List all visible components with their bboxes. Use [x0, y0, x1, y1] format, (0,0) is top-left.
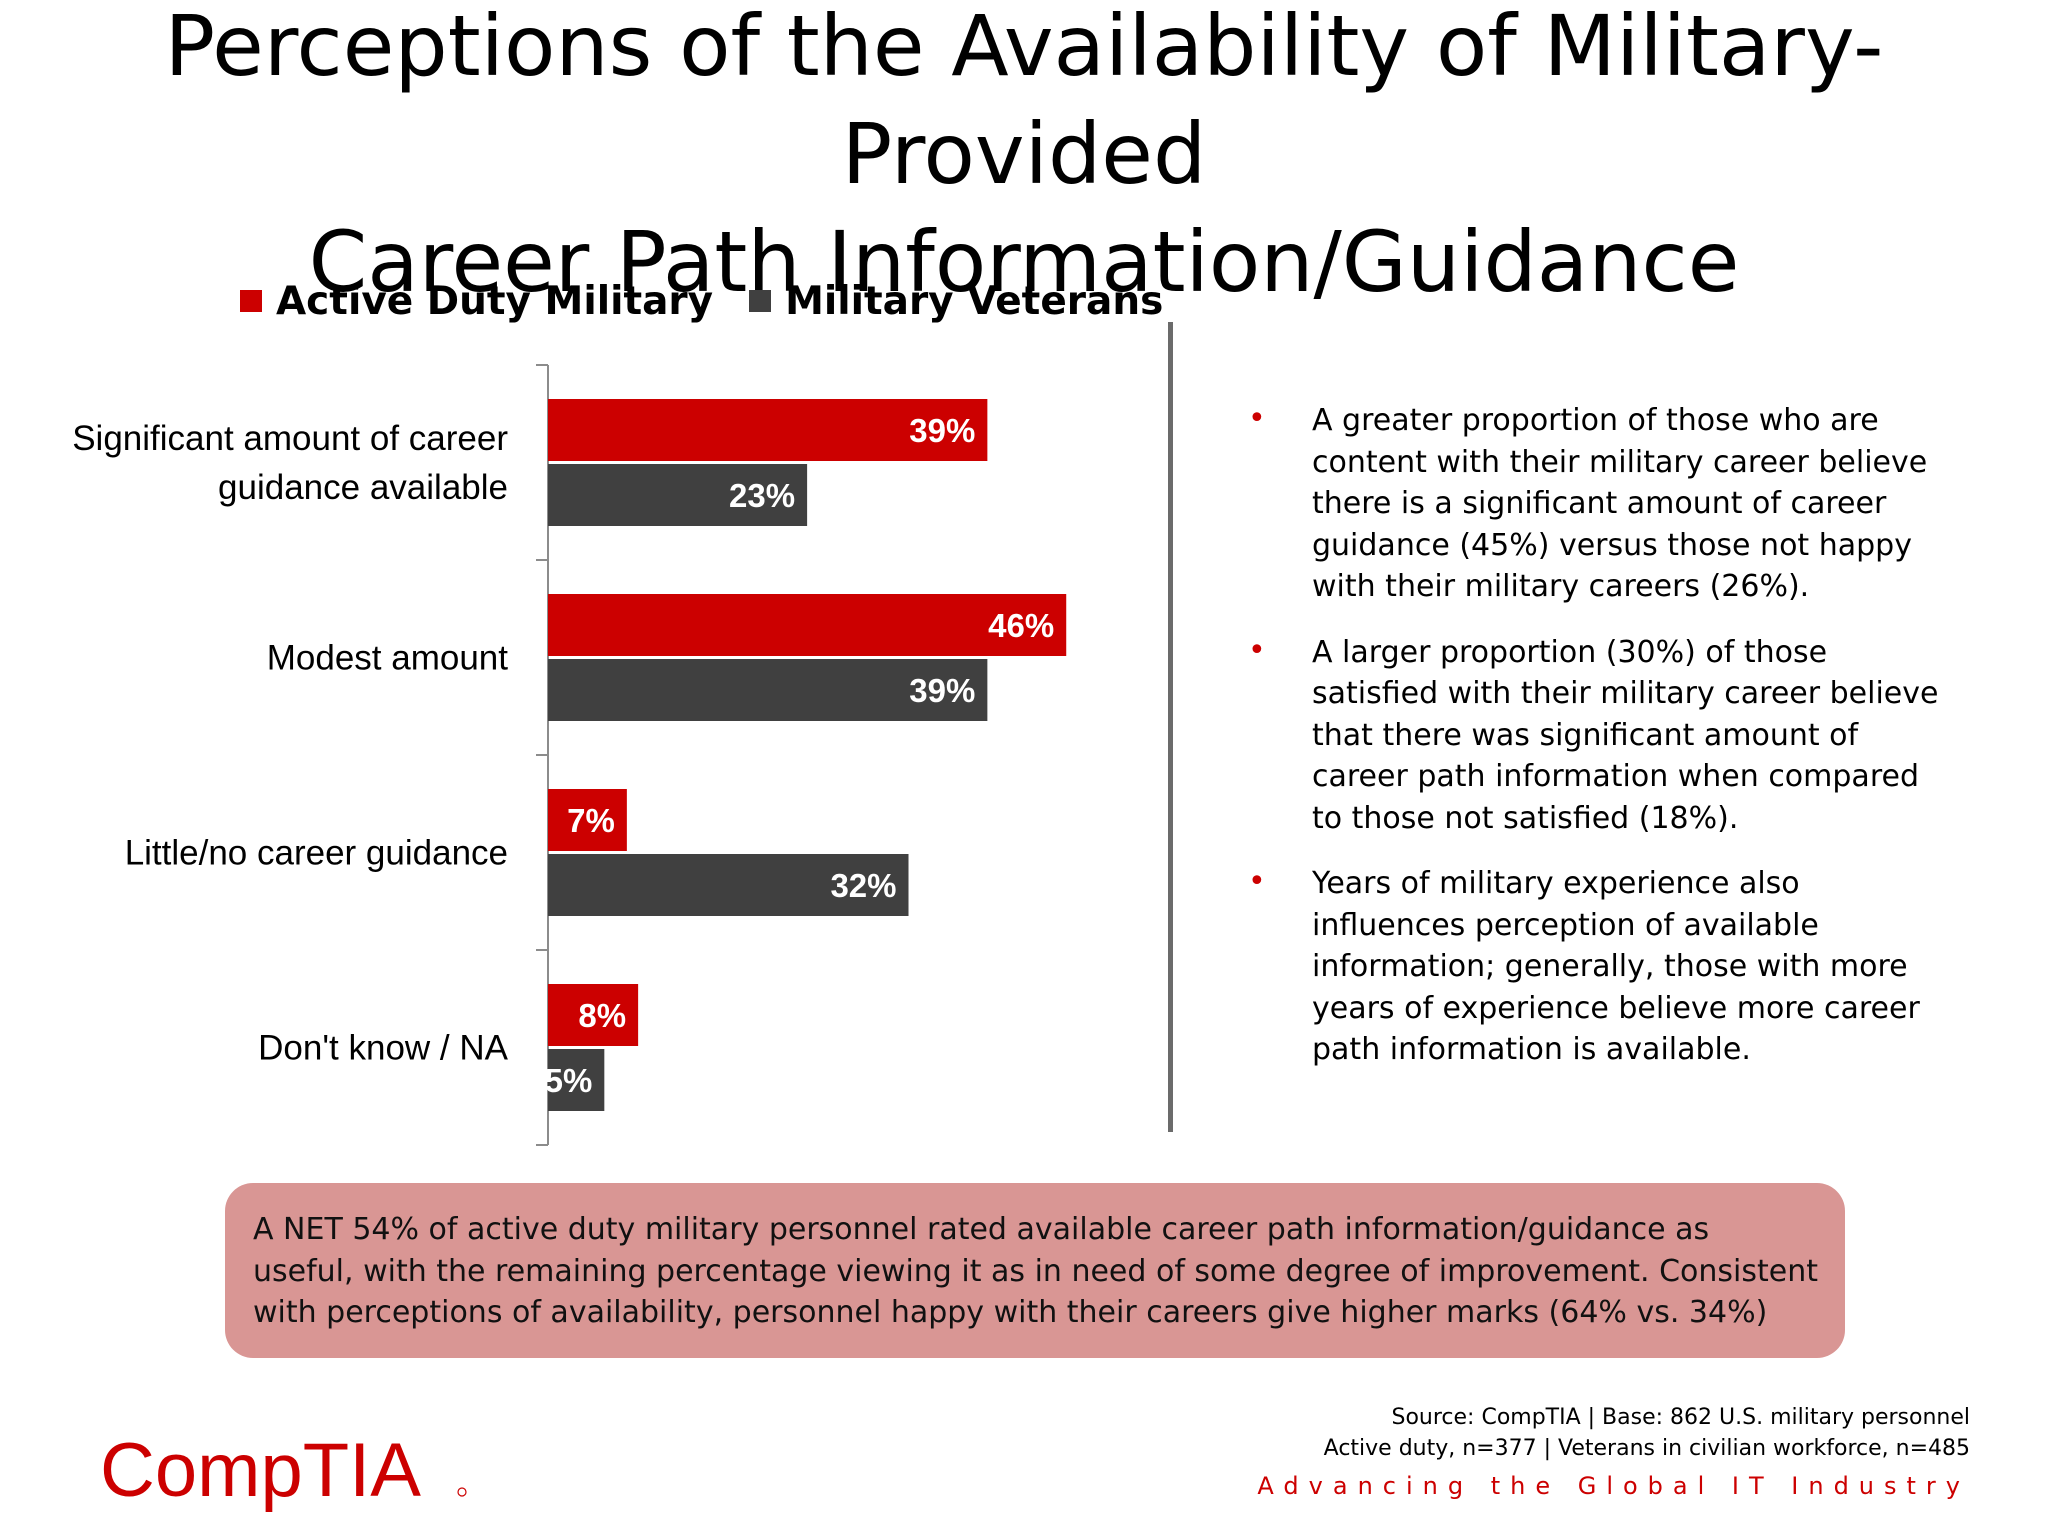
page-title: Perceptions of the Availability of Milit…	[0, 0, 2048, 316]
bullet-item: • Years of military experience also infl…	[1240, 863, 1940, 1071]
category-label: Little/no career guidance	[125, 834, 508, 873]
bar	[548, 1049, 605, 1111]
bullet-item: • A greater proportion of those who are …	[1240, 400, 1940, 608]
category-label: Modest amount	[267, 639, 509, 678]
legend-swatch-veterans	[749, 290, 772, 312]
data-label: 8%	[578, 997, 626, 1034]
tagline: Advancing the Global IT Industry	[1257, 1472, 1970, 1500]
source-line-1: Source: CompTIA | Base: 862 U.S. militar…	[1391, 1405, 1971, 1430]
data-label: 39%	[909, 672, 975, 709]
bullet-dot-icon: •	[1248, 401, 1266, 436]
legend-label-veterans: Military Veterans	[785, 278, 1164, 324]
comptia-logo-text: CompTIA	[100, 1428, 421, 1513]
legend-item-veterans: Military Veterans	[749, 279, 1163, 324]
bar	[548, 984, 639, 1046]
bullet-text: Years of military experience also influe…	[1312, 866, 1920, 1067]
bar	[548, 464, 808, 526]
vertical-divider	[1168, 322, 1173, 1132]
legend-label-active: Active Duty Military	[276, 278, 714, 324]
category-label: guidance available	[218, 468, 508, 507]
legend-swatch-active	[240, 290, 262, 312]
chart-legend: Active Duty Military Military Veterans	[240, 276, 1199, 326]
page-title-line-1: Perceptions of the Availability of Milit…	[164, 0, 1884, 203]
bullet-item: • A larger proportion (30%) of those sat…	[1240, 632, 1940, 840]
bullet-dot-icon: •	[1248, 632, 1266, 668]
bar	[548, 594, 1067, 656]
bar	[548, 789, 627, 851]
bar	[548, 659, 988, 721]
data-label: 7%	[567, 802, 615, 839]
data-label: 23%	[729, 477, 795, 514]
category-label: Significant amount of career	[72, 419, 508, 458]
bar	[548, 854, 909, 916]
legend-item-active: Active Duty Military	[240, 279, 713, 324]
data-label: 5%	[545, 1062, 593, 1099]
bullet-text: A greater proportion of those who are co…	[1312, 403, 1928, 604]
page-title-line-2: Career Path Information/Guidance	[308, 213, 1740, 311]
data-label: 32%	[830, 867, 896, 904]
category-label: Don't know / NA	[258, 1029, 508, 1068]
bar	[548, 399, 988, 461]
bullet-dot-icon: •	[1248, 864, 1266, 899]
comptia-logo-icon: CompTIA	[100, 1428, 467, 1513]
callout-box: A NET 54% of active duty military person…	[225, 1183, 1845, 1358]
source-line-2: Active duty, n=377 | Veterans in civilia…	[1323, 1436, 1970, 1461]
callout-text: A NET 54% of active duty military person…	[253, 1212, 1819, 1330]
data-label: 39%	[909, 412, 975, 449]
source-note: Source: CompTIA | Base: 862 U.S. militar…	[1324, 1402, 1970, 1464]
bullet-list: • A greater proportion of those who are …	[1240, 400, 1940, 1095]
bullet-text: A larger proportion (30%) of those satis…	[1312, 634, 1939, 836]
data-label: 46%	[988, 607, 1054, 644]
